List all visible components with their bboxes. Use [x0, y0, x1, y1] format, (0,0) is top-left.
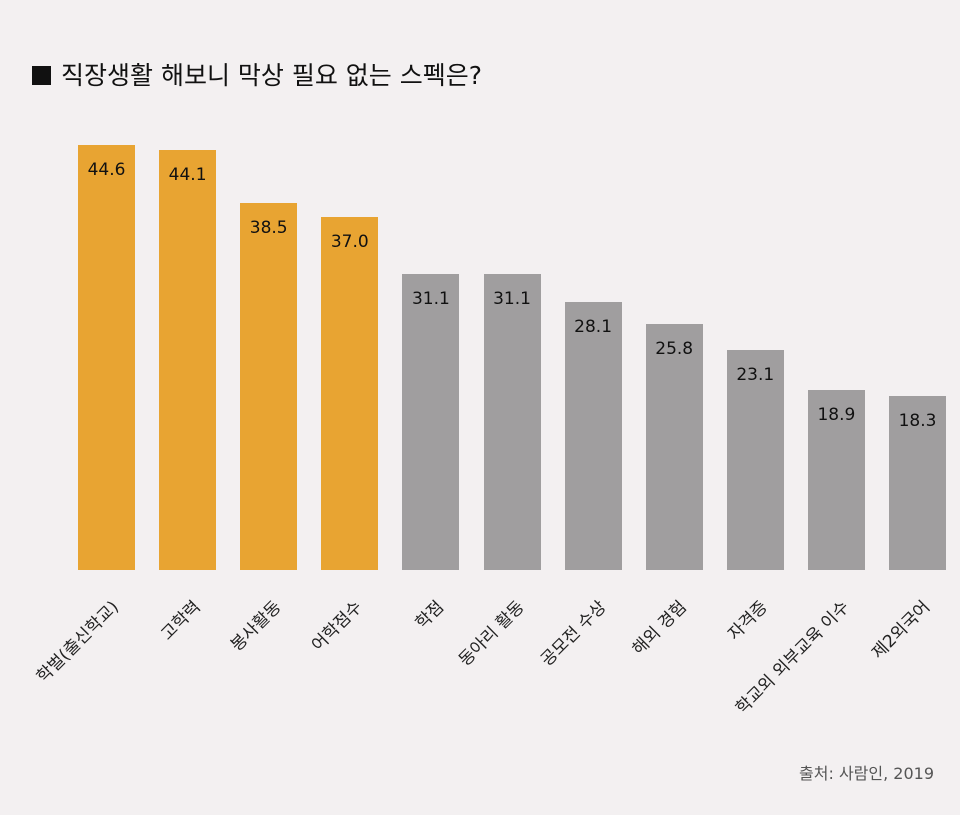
category-label: 봉사활동	[227, 597, 286, 656]
bar	[564, 302, 622, 570]
chart-title-text: 직장생활 해보니 막상 필요 없는 스펙은?	[61, 61, 483, 90]
bar	[807, 389, 865, 570]
category-label: 자격증	[724, 597, 773, 645]
bar	[889, 395, 946, 570]
data-label: 37.0	[330, 232, 369, 253]
category-label: 고학력	[157, 597, 205, 645]
bar	[159, 149, 217, 570]
category-label: 동아리 활동	[455, 597, 529, 671]
data-label: 28.1	[574, 317, 613, 338]
bar	[240, 203, 298, 570]
data-label: 18.9	[817, 404, 856, 425]
bar	[645, 324, 703, 570]
data-label: 25.8	[655, 339, 694, 360]
data-label: 38.5	[249, 218, 288, 239]
source-note: 출처: 사람인, 2019	[799, 764, 934, 783]
data-label: 23.1	[736, 364, 775, 385]
bar	[483, 273, 541, 570]
bar	[402, 273, 460, 570]
data-label: 31.1	[493, 288, 531, 309]
category-label: 학벌(출신학교)	[33, 597, 124, 688]
bar	[78, 145, 135, 570]
data-label: 18.3	[898, 410, 937, 431]
data-label: 31.1	[411, 288, 450, 309]
bar	[321, 217, 379, 570]
category-label: 해외 경험	[628, 597, 692, 660]
category-label: 공모전 수상	[536, 597, 610, 671]
category-label: 제2외국어	[868, 597, 935, 664]
data-label: 44.1	[168, 164, 207, 185]
bar	[726, 349, 784, 570]
category-label: 학점	[411, 597, 448, 634]
data-label: 44.6	[87, 160, 126, 180]
title-square-icon	[32, 66, 51, 85]
chart-title: 직장생활 해보니 막상 필요 없는 스펙은?	[32, 56, 482, 92]
category-label: 어학점수	[308, 597, 367, 656]
